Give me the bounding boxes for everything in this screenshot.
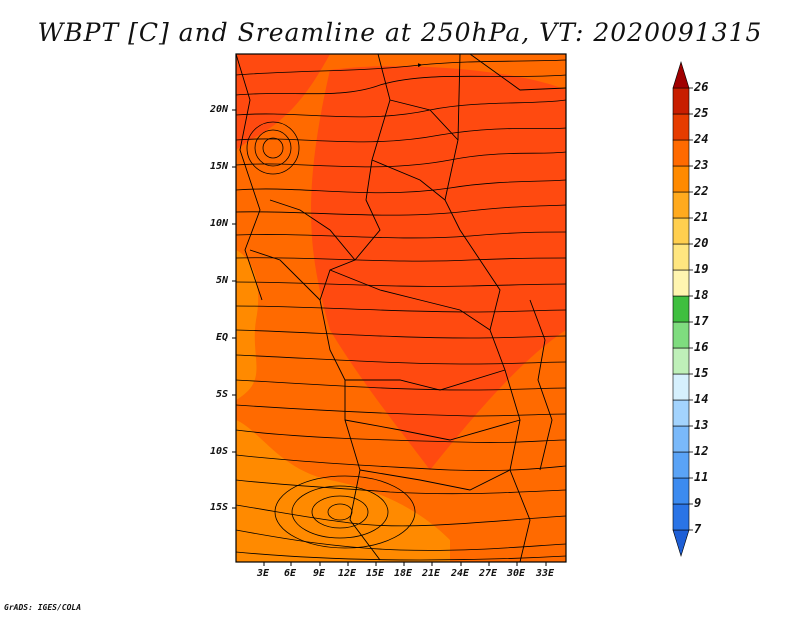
lat-label-15s: 15S	[209, 502, 228, 513]
colorbar-label: 23	[694, 158, 709, 172]
colorbar-label: 16	[694, 340, 709, 354]
colorbar-segment	[672, 373, 690, 401]
colorbar-segment	[672, 87, 690, 115]
colorbar-label: 14	[694, 392, 709, 406]
colorbar-label: 17	[694, 314, 709, 328]
colorbar-segment	[672, 451, 690, 479]
lon-label-9e: 9E	[313, 568, 326, 579]
colorbar-segment	[672, 269, 690, 297]
lat-label-15n: 15N	[209, 161, 228, 172]
map-area	[236, 54, 566, 562]
lon-label-12e: 12E	[338, 568, 357, 579]
wbpt-cool-region	[236, 250, 259, 400]
colorbar-segment	[672, 113, 690, 141]
colorbar-segment	[672, 295, 690, 323]
colorbar-segment	[672, 399, 690, 427]
colorbar-segment	[672, 165, 690, 193]
lon-label-15e: 15E	[366, 568, 385, 579]
colorbar-label: 19	[694, 262, 709, 276]
colorbar-segment	[672, 217, 690, 245]
colorbar-label: 18	[694, 288, 709, 302]
lon-label-3e: 3E	[257, 568, 270, 579]
lon-label-30e: 30E	[507, 568, 526, 579]
colorbar-segment	[672, 477, 690, 505]
wbpt-cool-region	[236, 420, 450, 562]
colorbar-segment	[672, 347, 690, 375]
axis-ticks	[232, 109, 547, 566]
lat-label-5n: 5N	[215, 275, 228, 286]
lon-label-6e: 6E	[284, 568, 297, 579]
lat-label-10s: 10S	[209, 446, 228, 457]
map-frame	[235, 53, 567, 563]
colorbar-label: 25	[694, 106, 709, 120]
colorbar-segment	[672, 529, 690, 558]
streamlines	[236, 59, 566, 561]
colorbar-label: 15	[694, 366, 709, 380]
map-title: WBPT [C] and Sreamline at 250hPa, VT: 20…	[37, 18, 763, 47]
colorbar-label: 22	[694, 184, 709, 198]
lon-label-33e: 33E	[536, 568, 555, 579]
grads-credit: GrADS: IGES/COLA	[4, 603, 82, 612]
lat-label-10n: 10N	[209, 218, 228, 229]
colorbar-label: 12	[694, 444, 709, 458]
lon-label-18e: 18E	[394, 568, 413, 579]
colorbar-label: 24	[694, 132, 709, 146]
colorbar-label: 26	[694, 80, 709, 94]
colorbar-segment	[672, 139, 690, 167]
lat-label-eq: EQ	[215, 332, 228, 343]
colorbar-label: 20	[694, 236, 709, 250]
lon-label-24e: 24E	[451, 568, 470, 579]
lat-label-5s: 5S	[215, 389, 228, 400]
lat-label-20n: 20N	[209, 104, 228, 115]
colorbar-label: 7	[694, 522, 702, 536]
country-borders	[236, 54, 566, 562]
colorbar-segment	[672, 191, 690, 219]
colorbar-segment	[672, 60, 690, 89]
colorbar-label: 9	[694, 496, 702, 510]
lon-label-21e: 21E	[422, 568, 441, 579]
colorbar-segment	[672, 425, 690, 453]
colorbar-segment	[672, 503, 690, 531]
colorbar-segment	[672, 243, 690, 271]
colorbar-segment	[672, 321, 690, 349]
colorbar-label: 13	[694, 418, 709, 432]
colorbar	[672, 60, 693, 558]
lon-label-27e: 27E	[479, 568, 498, 579]
colorbar-label: 11	[694, 470, 709, 484]
colorbar-label: 21	[694, 210, 709, 224]
